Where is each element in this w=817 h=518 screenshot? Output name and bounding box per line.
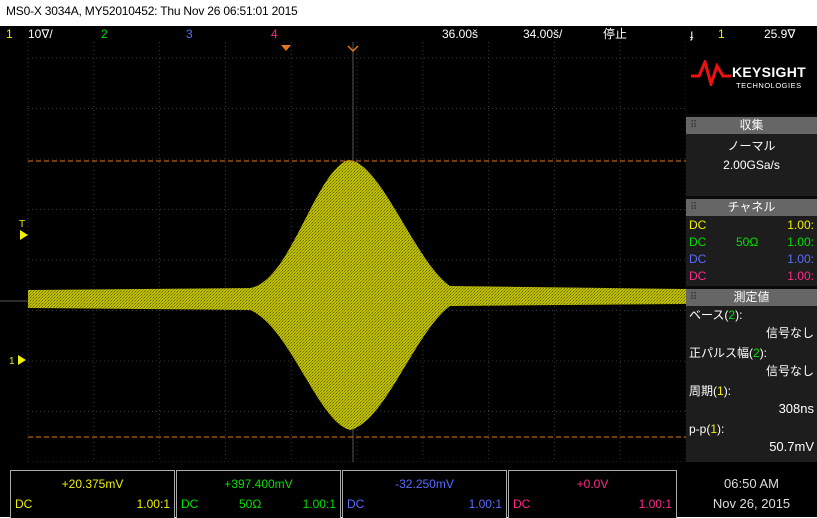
logo-sub: TECHNOLOGIES	[736, 81, 802, 90]
trigger-level[interactable]: 25.9∇	[764, 27, 796, 41]
trigger-level-marker-arrow	[20, 230, 28, 240]
ch3-bar-coupling: DC	[347, 497, 365, 511]
ch3-number[interactable]: 3	[186, 27, 193, 41]
ch1-ground-marker: 1	[9, 356, 15, 367]
timebase-delay[interactable]: 36.00š	[442, 27, 479, 41]
ch3-bar-probe: 1.00:1	[468, 497, 502, 511]
trigger-level-marker: T	[19, 219, 25, 230]
measurement-period-label: 周期(1):	[689, 384, 732, 398]
ch1-bar-coupling: DC	[15, 497, 33, 511]
window-title: MS0-X 3034A, MY52010452: Thu Nov 26 06:5…	[6, 4, 298, 18]
ch4-bar-coupling: DC	[513, 497, 531, 511]
ch1-ground-marker-arrow	[18, 355, 26, 365]
grip-icon: ⠿	[690, 292, 698, 303]
grip-icon: ⠿	[690, 120, 698, 131]
ch2-bar-coupling: DC	[181, 497, 199, 511]
ch3-offset: -32.250mV	[395, 477, 454, 491]
channel-header[interactable]: ⠿ チャネル	[686, 199, 817, 216]
ch1-scale[interactable]: 10∇/	[28, 27, 53, 41]
timebase-scale[interactable]: 34.00š/	[523, 27, 563, 41]
ch3-coupling: DC	[689, 252, 707, 266]
waveform-display[interactable]: T 1	[0, 42, 686, 462]
ch1-coupling: DC	[689, 218, 707, 232]
right-panel: KEYSIGHT TECHNOLOGIES ⠿ 収集 ノーマル 2.00GSa/…	[686, 42, 817, 462]
grip-icon: ⠿	[690, 202, 698, 213]
ch2-offset: +397.400mV	[224, 477, 293, 491]
measurement-base-value: 信号なし	[765, 326, 814, 340]
keysight-wave-icon	[691, 60, 731, 86]
scope-screen: 1 10∇/ 2 3 4 36.00š 34.00š/ 停止 ɟ 1 25.9∇	[0, 26, 817, 518]
clock-date: Nov 26, 2015	[712, 496, 791, 511]
ch1-bar-probe: 1.00:1	[136, 497, 170, 511]
ch3-info-box[interactable]: -32.250mV DC 1.00:1	[342, 470, 507, 518]
clock: 06:50 AM Nov 26, 2015	[686, 470, 817, 517]
keysight-logo: KEYSIGHT TECHNOLOGIES	[686, 42, 817, 114]
acquisition-header[interactable]: ⠿ 収集	[686, 117, 817, 134]
ch2-info-box[interactable]: +397.400mV DC 50Ω 1.00:1	[176, 470, 341, 518]
measurement-header[interactable]: ⠿ 測定値	[686, 289, 817, 306]
ch1-probe: 1.00:	[787, 218, 814, 232]
trigger-edge-icon[interactable]: ɟ	[690, 27, 694, 41]
measurement-period-value: 308ns	[778, 401, 814, 416]
ch4-bar-probe: 1.00:1	[638, 497, 672, 511]
sample-rate: 2.00GSa/s	[723, 158, 780, 172]
channel-section: DC 1.00: DC 50Ω 1.00: DC 1.00: DC 1.00:	[686, 216, 817, 286]
logo-brand: KEYSIGHT	[732, 64, 806, 80]
measurement-pulse-width-value: 信号なし	[765, 364, 814, 378]
measurement-pulse-width-label: 正パルス幅(2):	[689, 346, 768, 360]
ch1-number[interactable]: 1	[6, 27, 13, 41]
ch2-impedance: 50Ω	[736, 235, 759, 249]
ch4-coupling: DC	[689, 269, 707, 283]
ch2-coupling: DC	[689, 235, 707, 249]
acquisition-section: ノーマル 2.00GSa/s	[686, 134, 817, 196]
trigger-position-marker	[281, 45, 291, 51]
status-bar: 1 10∇/ 2 3 4 36.00š 34.00š/ 停止 ɟ 1 25.9∇	[0, 26, 817, 42]
ch2-number[interactable]: 2	[101, 27, 108, 41]
ch2-probe: 1.00:	[787, 235, 814, 249]
ch4-probe: 1.00:	[787, 269, 814, 283]
measurement-pp-label: p-p(1):	[689, 422, 725, 436]
ch2-bar-probe: 1.00:1	[302, 497, 336, 511]
ch3-probe: 1.00:	[787, 252, 814, 266]
run-state[interactable]: 停止	[603, 27, 628, 41]
ch1-info-box[interactable]: +20.375mV DC 1.00:1	[10, 470, 175, 518]
ch4-number[interactable]: 4	[271, 27, 278, 41]
measurement-base-label: ベース(2):	[689, 308, 743, 322]
clock-time: 06:50 AM	[724, 476, 779, 491]
ch1-waveform	[28, 160, 686, 430]
ch4-info-box[interactable]: +0.0V DC 1.00:1	[508, 470, 677, 518]
ch2-bar-impedance: 50Ω	[239, 497, 262, 511]
delay-marker	[347, 45, 359, 53]
acquisition-mode: ノーマル	[727, 139, 776, 153]
trigger-source[interactable]: 1	[718, 27, 725, 41]
measurement-pp-value: 50.7mV	[769, 439, 814, 454]
measurement-section: ベース(2): 信号なし 正パルス幅(2): 信号なし 周期(1): 308ns…	[686, 306, 817, 462]
ch4-offset: +0.0V	[576, 477, 609, 491]
ch1-offset: +20.375mV	[61, 477, 124, 491]
